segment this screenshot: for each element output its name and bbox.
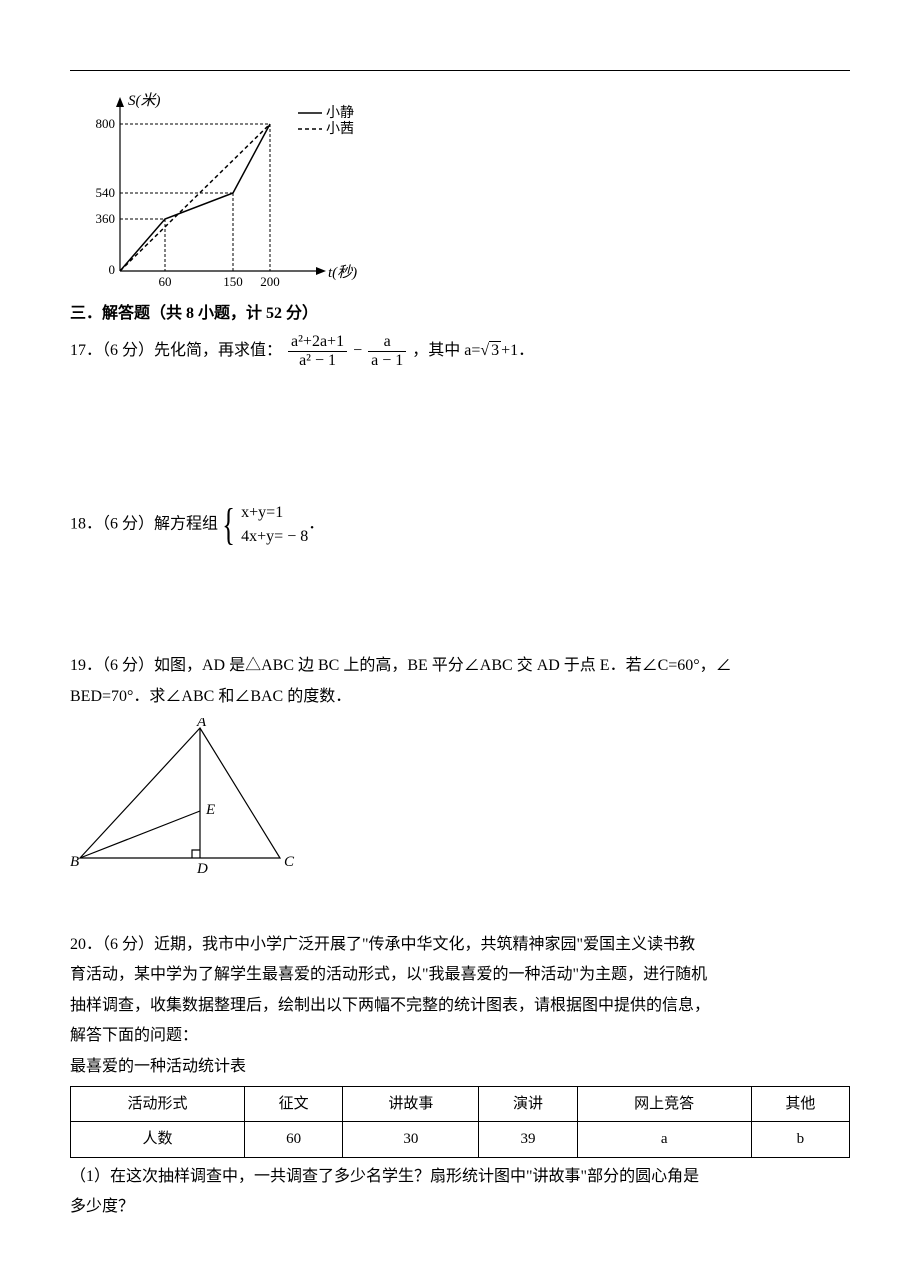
col-header: 其他 — [751, 1086, 849, 1122]
p20-text4: 解答下面的问题： — [70, 1021, 850, 1051]
label-B: B — [70, 854, 79, 870]
col-header: 活动形式 — [71, 1086, 245, 1122]
cell: b — [751, 1122, 849, 1158]
label-A: A — [196, 718, 207, 730]
xtick-200: 200 — [260, 274, 280, 289]
problem-17: 17．（6 分）先化简，再求值： a²+2a+1 a² − 1 − a a − … — [70, 333, 850, 369]
line-chart-figure: 800 540 360 0 60 150 200 S(米) t(秒) 小静 小茜 — [70, 91, 850, 291]
p18-tail: ． — [308, 516, 324, 533]
p18-equations: x+y=1 4x+y= − 8 — [241, 501, 308, 549]
p17-frac1: a²+2a+1 a² − 1 — [288, 333, 347, 369]
p19-line1: 19．（6 分）如图，AD 是△ABC 边 BC 上的高，BE 平分∠ABC 交… — [70, 651, 850, 681]
y-axis-label: S(米) — [128, 92, 161, 109]
line-chart-svg: 800 540 360 0 60 150 200 S(米) t(秒) 小静 小茜 — [70, 91, 380, 291]
p17-mid: ，其中 a= — [412, 342, 480, 359]
p18-prefix: 18．（6 分）解方程组 — [70, 516, 218, 533]
problem-20: 20．（6 分）近期，我市中小学广泛开展了"传承中华文化，共筑精神家园"爱国主义… — [70, 930, 850, 1223]
p20-text2: 育活动，某中学为了解学生最喜爱的活动形式，以"我最喜爱的一种活动"为主题，进行随… — [70, 960, 850, 990]
legend-series-a: 小静 — [326, 105, 354, 121]
activity-table: 活动形式 征文 讲故事 演讲 网上竞答 其他 人数 60 30 39 a b — [70, 1086, 850, 1158]
x-axis-label: t(秒) — [328, 264, 357, 281]
table-row: 活动形式 征文 讲故事 演讲 网上竞答 其他 — [71, 1086, 850, 1122]
ytick-0: 0 — [109, 262, 116, 277]
p17-frac2: a a − 1 — [368, 333, 406, 369]
label-E: E — [205, 802, 215, 818]
problem-19: 19．（6 分）如图，AD 是△ABC 边 BC 上的高，BE 平分∠ABC 交… — [70, 651, 850, 878]
xtick-150: 150 — [223, 274, 243, 289]
problem-18: 18．（6 分）解方程组{ x+y=1 4x+y= − 8 ． — [70, 501, 850, 549]
table-row: 人数 60 30 39 a b — [71, 1122, 850, 1158]
p20-table-title: 最喜爱的一种活动统计表 — [70, 1052, 850, 1082]
cell: 39 — [479, 1122, 577, 1158]
cell: a — [577, 1122, 751, 1158]
p17-prefix: 17．（6 分）先化简，再求值： — [70, 342, 282, 359]
p18-eq1: x+y=1 — [241, 501, 308, 525]
p20-text1: 20．（6 分）近期，我市中小学广泛开展了"传承中华文化，共筑精神家园"爱国主义… — [70, 930, 850, 960]
col-header: 演讲 — [479, 1086, 577, 1122]
sqrt-icon: √3 — [480, 336, 501, 366]
cell: 30 — [343, 1122, 479, 1158]
p19-line2: BED=70°．求∠ABC 和∠BAC 的度数． — [70, 682, 850, 712]
legend-series-b: 小茜 — [326, 121, 354, 137]
top-rule — [70, 70, 850, 71]
triangle-svg: A B C D E — [70, 718, 300, 878]
p17-minus: − — [353, 342, 366, 359]
triangle-figure: A B C D E — [70, 718, 850, 878]
p18-eq2: 4x+y= − 8 — [241, 525, 308, 549]
row-header: 人数 — [71, 1122, 245, 1158]
col-header: 讲故事 — [343, 1086, 479, 1122]
ytick-540: 540 — [96, 185, 116, 200]
p20-q1a: （1）在这次抽样调查中，一共调查了多少名学生？扇形统计图中"讲故事"部分的圆心角… — [70, 1162, 850, 1192]
p17-tail: +1． — [501, 342, 534, 359]
label-C: C — [284, 854, 295, 870]
col-header: 征文 — [244, 1086, 342, 1122]
section-3-heading: 三．解答题（共 8 小题，计 52 分） — [70, 299, 850, 323]
col-header: 网上竞答 — [577, 1086, 751, 1122]
cell: 60 — [244, 1122, 342, 1158]
ytick-800: 800 — [96, 116, 116, 131]
xtick-60: 60 — [159, 274, 172, 289]
p20-text3: 抽样调查，收集数据整理后，绘制出以下两幅不完整的统计图表，请根据图中提供的信息， — [70, 991, 850, 1021]
ytick-360: 360 — [96, 211, 116, 226]
p20-q1b: 多少度？ — [70, 1192, 850, 1222]
brace-icon: { — [222, 505, 235, 545]
label-D: D — [196, 861, 208, 877]
